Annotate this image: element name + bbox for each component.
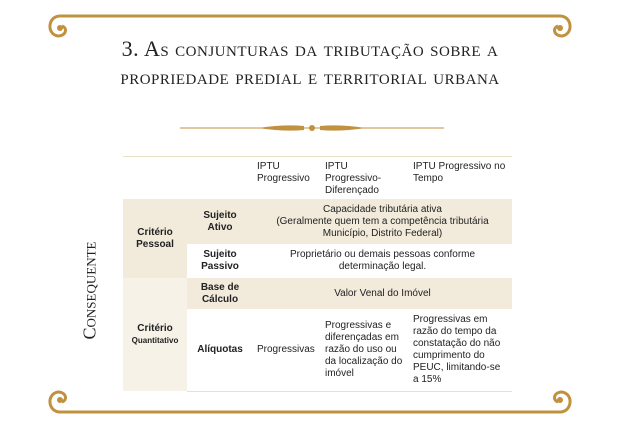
text: Quantitativo xyxy=(131,335,179,345)
text: Proprietário ou demais pessoas conforme xyxy=(289,249,476,260)
text: (Geralmente quem tem a competência tribu… xyxy=(276,215,489,227)
cell-base-calculo: Valor Venal do Imóvel xyxy=(334,287,431,299)
cell-aliquota-diferencado: Progressivas e diferençadas em razão do … xyxy=(321,309,409,392)
cell-aliquota-progressivo: Progressivas xyxy=(253,309,321,392)
text: determinação legal. xyxy=(338,261,427,272)
cell-sujeito-passivo: Proprietário ou demais pessoas conforme d… xyxy=(253,244,512,278)
header-iptu-diferencado: IPTU Progressivo-Diferençado xyxy=(321,156,409,199)
scroll-curl-icon xyxy=(48,14,67,38)
header-iptu-tempo: IPTU Progressivo no Tempo xyxy=(409,156,512,199)
iptu-comparison-table: IPTU Progressivo IPTU Progressivo-Difere… xyxy=(123,156,512,392)
row-label: Alíquotas xyxy=(187,309,253,392)
row-label: Sujeito Ativo xyxy=(203,209,237,233)
text: Município, Distrito Federal) xyxy=(322,227,443,239)
text: Critério xyxy=(137,322,173,334)
scroll-curl-icon xyxy=(553,390,572,414)
cell-aliquota-tempo: Progressivas em razão do tempo da consta… xyxy=(409,309,512,392)
divider-ornament xyxy=(180,125,444,131)
table-row: Alíquotas Progressivas Progressivas e di… xyxy=(123,309,512,392)
header-iptu-progressivo: IPTU Progressivo xyxy=(253,156,321,199)
scroll-curl-icon xyxy=(553,14,572,38)
slide-title: 3. As conjunturas da tributação sobre a … xyxy=(120,36,500,89)
table-row: Sujeito Passivo Proprietário ou demais p… xyxy=(123,244,512,278)
row-label: Sujeito Passivo xyxy=(201,249,239,272)
table-row: Critério Pessoal Sujeito Ativo Capacidad… xyxy=(123,199,512,278)
table-row: Critério Quantitativo Base de Cálculo Val… xyxy=(123,278,512,391)
group-criterio-quantitativo: Critério Quantitativo xyxy=(123,278,187,391)
text: Capacidade tributária ativa xyxy=(323,203,442,215)
row-label: Base de Cálculo xyxy=(200,281,240,305)
table-header-row: IPTU Progressivo IPTU Progressivo-Difere… xyxy=(123,156,512,199)
cell-sujeito-ativo: Capacidade tributária ativa (Geralmente q… xyxy=(253,199,512,244)
side-label: Consequente xyxy=(70,240,110,340)
scroll-curl-icon xyxy=(48,390,67,414)
side-label-text: Consequente xyxy=(79,241,100,339)
group-criterio-pessoal: Critério Pessoal xyxy=(123,199,187,278)
